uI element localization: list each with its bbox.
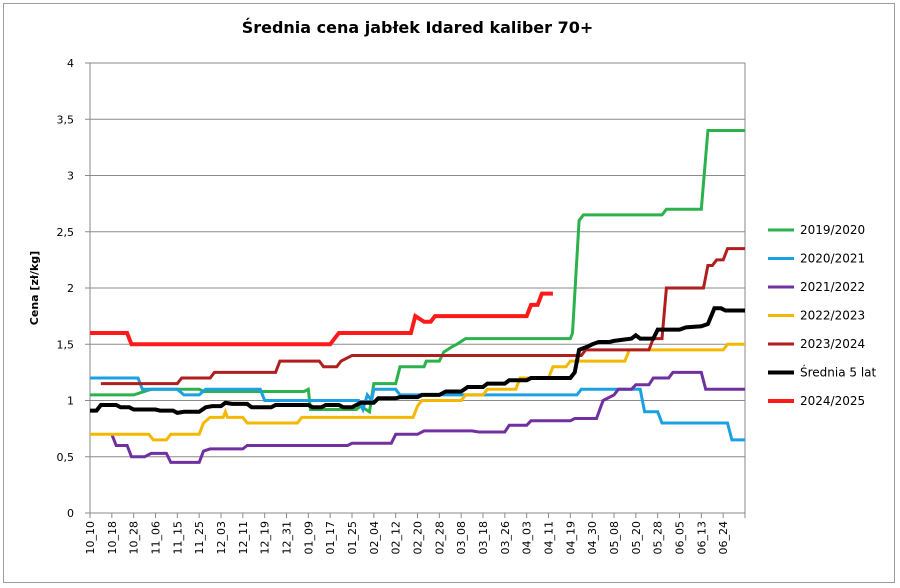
x-tick-label: 12_03: [215, 521, 228, 555]
y-tick-label: 3: [67, 170, 74, 183]
x-tick-label: 06_24: [717, 521, 730, 555]
chart-title: Średnia cena jabłek Idared kaliber 70+: [241, 18, 594, 37]
x-tick-label: 10_10: [84, 521, 97, 555]
y-tick-label: 1,5: [57, 338, 75, 351]
legend-label-7: 2024/2025: [800, 394, 865, 408]
series-line-5: [100, 247, 745, 386]
y-tick-label: 4: [67, 57, 74, 70]
y-tick-label: 2,5: [57, 226, 75, 239]
x-tick-label: 06_13: [695, 521, 708, 555]
y-axis-title: Cena [zł/kg]: [28, 251, 41, 325]
x-tick-label: 11_06: [150, 521, 163, 555]
x-tick-label: 11_15: [171, 521, 184, 555]
y-tick-label: 2: [67, 282, 74, 295]
x-tick-label: 05_20: [630, 521, 643, 555]
series-line-1: [90, 129, 745, 415]
legend-label-2: 2020/2021: [800, 252, 865, 266]
x-tick-label: 01_25: [346, 521, 359, 555]
grid-layer: [90, 62, 745, 458]
x-tick-label: 01_09: [302, 521, 315, 555]
series-line-6: [90, 306, 745, 415]
x-tick-label: 10_18: [106, 521, 119, 555]
legend-label-4: 2022/2023: [800, 309, 865, 323]
legend-label-3: 2021/2022: [800, 280, 865, 294]
x-tick-label: 03_26: [499, 521, 512, 555]
y-tick-label: 0,5: [57, 451, 75, 464]
x-tick-label: 06_05: [674, 521, 687, 555]
legend-label-5: 2023/2024: [800, 337, 865, 351]
y-tick-label: 0: [67, 507, 74, 520]
x-tick-label: 02_12: [390, 521, 403, 555]
x-tick-label: 04_03: [521, 521, 534, 555]
x-tick-label: 02_28: [433, 521, 446, 555]
x-tick-label: 12_31: [281, 521, 294, 555]
x-tick-label: 10_28: [128, 521, 141, 555]
x-tick-label: 04_19: [564, 521, 577, 555]
x-tick-label: 04_11: [543, 521, 556, 555]
y-tick-label: 1: [67, 395, 74, 408]
x-tick-label: 04_30: [586, 521, 599, 555]
legend-layer: 2019/2020 2020/2021 2021/2022 2022/2023 2023…: [768, 223, 877, 408]
x-tick-label: 12_11: [237, 521, 250, 555]
series-line-7: [90, 291, 553, 347]
x-tick-label: 12_19: [259, 521, 272, 555]
axis-layer: 0 0,5 1 1,5 2 2,5 3 3,5 4 10_10 10_18 10_28 11_06 11_…: [57, 57, 746, 555]
x-tick-label: 02_20: [412, 521, 425, 555]
x-tick-label: 05_28: [652, 521, 665, 555]
x-tick-label: 02_04: [368, 521, 381, 555]
y-tick-label: 3,5: [57, 113, 75, 126]
x-tick-label: 11_25: [193, 521, 206, 555]
x-tick-label: 03_18: [477, 521, 490, 555]
series-line-2: [90, 376, 745, 442]
chart-frame: [3, 3, 895, 583]
series-layer: [90, 129, 745, 464]
series-line-3: [110, 370, 745, 464]
legend-label-6: Średnia 5 lat: [800, 365, 877, 380]
legend-label-1: 2019/2020: [800, 223, 865, 237]
x-tick-label: 05_08: [608, 521, 621, 555]
x-tick-label: 01_17: [324, 521, 337, 555]
x-tick-label: 03_08: [455, 521, 468, 555]
series-line-4: [90, 342, 745, 442]
